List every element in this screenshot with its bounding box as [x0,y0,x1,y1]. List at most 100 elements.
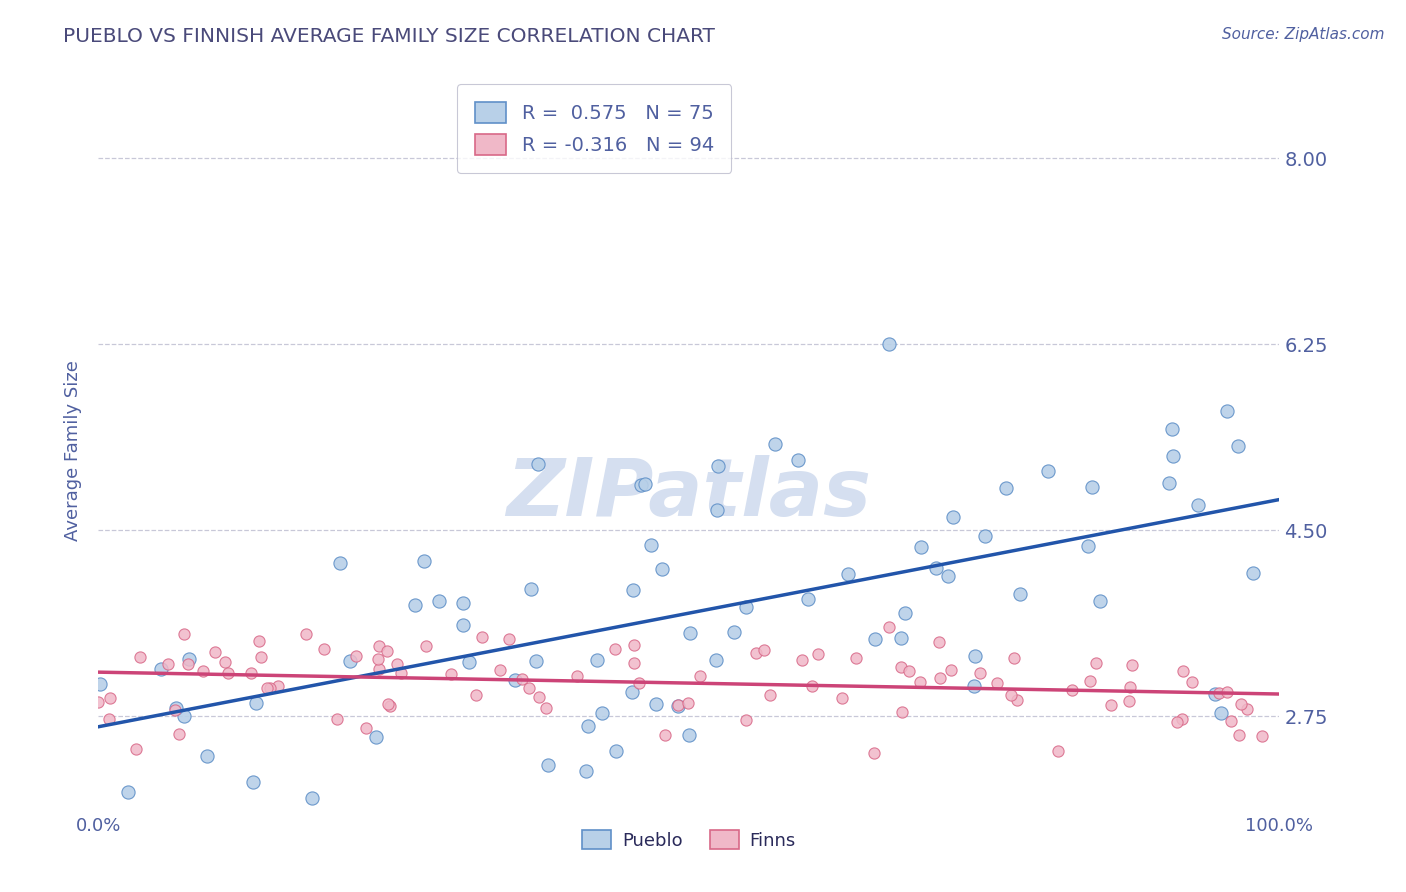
Point [128,650,150,665]
Point [704,653,727,667]
Point [367,652,389,666]
Point [1243,566,1265,580]
Point [973,529,995,543]
Point [239,666,262,681]
Point [1084,657,1107,671]
Point [537,758,560,772]
Point [1220,714,1243,728]
Point [735,713,758,727]
Point [440,667,463,681]
Point [150,662,173,676]
Point [295,627,318,641]
Point [910,540,932,554]
Point [413,554,436,568]
Point [586,653,609,667]
Point [963,679,986,693]
Point [578,719,600,733]
Point [89,677,111,691]
Point [505,673,527,688]
Point [863,632,886,646]
Point [1216,404,1239,418]
Text: ZIPatlas: ZIPatlas [506,455,872,533]
Point [1171,712,1194,726]
Point [706,502,728,516]
Point [214,656,236,670]
Point [375,644,398,658]
Point [963,648,986,663]
Point [312,642,335,657]
Point [745,646,768,660]
Point [666,698,689,713]
Point [845,651,868,665]
Point [591,706,613,720]
Point [344,648,367,663]
Point [1090,594,1112,608]
Point [267,679,290,693]
Point [1005,692,1028,706]
Point [1227,728,1250,742]
Point [908,675,931,690]
Point [536,701,558,715]
Point [156,657,179,672]
Point [1229,697,1251,711]
Point [1166,714,1188,729]
Y-axis label: Average Family Size: Average Family Size [63,360,82,541]
Point [995,481,1018,495]
Point [471,630,494,644]
Point [837,566,859,581]
Point [451,618,474,632]
Point [191,664,214,678]
Point [621,583,644,598]
Point [877,620,900,634]
Point [735,599,758,614]
Point [378,699,401,714]
Point [676,696,699,710]
Point [404,598,426,612]
Point [1204,688,1226,702]
Point [259,681,281,695]
Point [98,690,121,705]
Point [354,722,377,736]
Point [630,478,652,492]
Point [1047,744,1070,758]
Point [603,642,626,657]
Point [242,775,264,789]
Point [217,666,239,681]
Point [1216,685,1239,699]
Point [1209,706,1232,721]
Point [890,660,912,674]
Point [1187,498,1209,512]
Point [759,689,782,703]
Point [623,638,645,652]
Point [939,663,962,677]
Point [173,708,195,723]
Point [942,510,965,524]
Point [329,556,352,570]
Point [1099,698,1122,712]
Point [498,632,520,647]
Point [1161,422,1184,436]
Point [706,459,728,474]
Point [510,672,533,686]
Point [1121,658,1143,673]
Point [928,635,950,649]
Point [387,657,409,671]
Point [519,582,541,596]
Point [679,626,702,640]
Point [969,666,991,681]
Point [565,669,588,683]
Point [415,639,437,653]
Point [1236,702,1258,716]
Point [451,596,474,610]
Point [527,690,550,705]
Point [197,749,219,764]
Point [458,655,481,669]
Point [623,657,645,671]
Point [1060,682,1083,697]
Point [1227,439,1250,453]
Point [605,744,627,758]
Point [427,593,450,607]
Point [125,742,148,756]
Point [645,697,668,711]
Point [325,712,347,726]
